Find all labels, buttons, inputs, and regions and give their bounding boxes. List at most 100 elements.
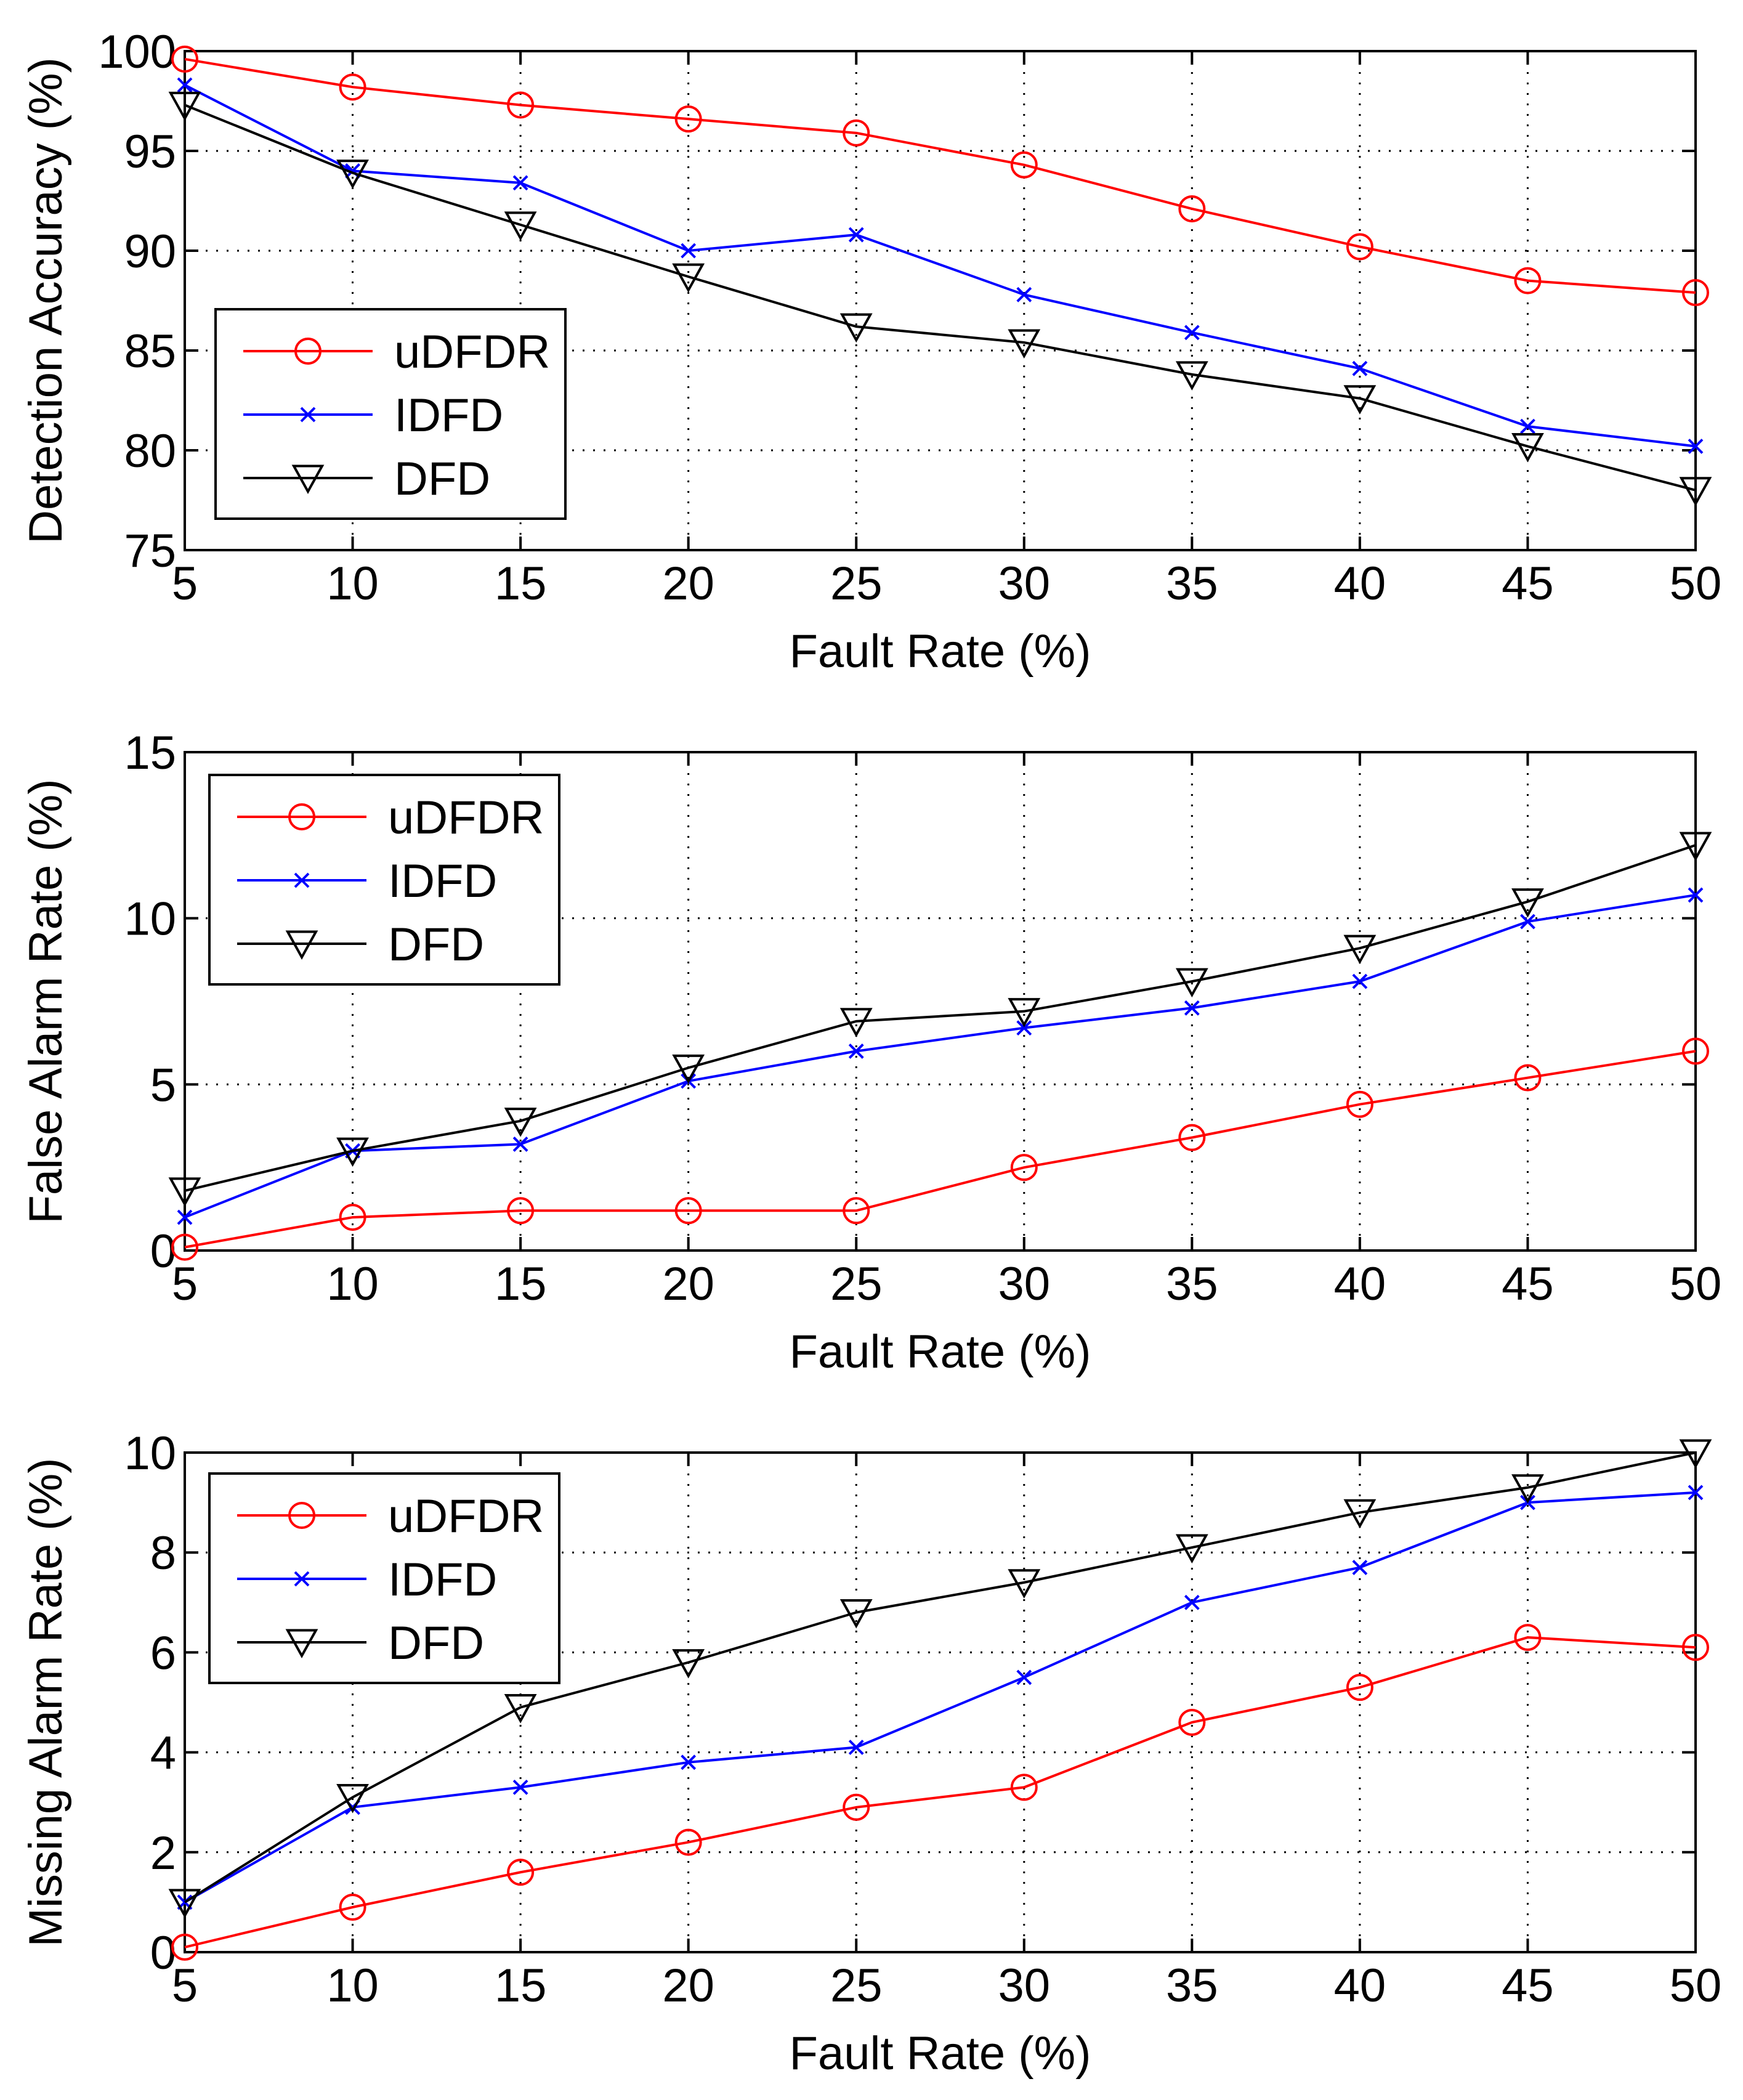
- data-point-uDFDR: [1346, 1674, 1373, 1701]
- data-point-IDFD: [848, 1740, 864, 1755]
- data-point-DFD: [1511, 888, 1544, 918]
- series-line-uDFDR: [184, 1050, 1696, 1249]
- data-point-IDFD: [512, 1779, 528, 1795]
- x-tick-label: 30: [998, 1960, 1051, 2012]
- data-point-IDFD: [1184, 1000, 1200, 1016]
- data-point-IDFD: [1184, 1594, 1200, 1610]
- y-tick-label: 75: [124, 525, 176, 577]
- data-point-DFD: [672, 1649, 705, 1679]
- data-point-DFD: [504, 1694, 537, 1724]
- y-tick-label: 6: [150, 1627, 176, 1679]
- x-tick-label: 35: [1166, 557, 1218, 610]
- data-point-uDFDR: [1682, 279, 1709, 307]
- x-tick-label: 15: [495, 1960, 547, 2012]
- data-point-uDFDR: [1514, 267, 1542, 294]
- x-tick-label: 5: [172, 1960, 198, 2012]
- data-point-IDFD: [1352, 973, 1368, 989]
- legend-marker-IDFD: [294, 872, 310, 888]
- x-axis-label: Fault Rate (%): [790, 625, 1091, 678]
- data-point-IDFD: [848, 1043, 864, 1059]
- series-DFD: [168, 91, 1712, 506]
- data-point-uDFDR: [1178, 1124, 1206, 1151]
- data-point-uDFDR: [1010, 151, 1038, 179]
- series-DFD: [168, 1439, 1712, 1918]
- x-tick-label: 35: [1166, 1258, 1218, 1310]
- data-point-DFD: [1175, 968, 1208, 998]
- legend: uDFDR IDFD DFD: [214, 308, 567, 520]
- legend: uDFDR IDFD DFD: [208, 774, 560, 986]
- legend-label: DFD: [394, 453, 490, 505]
- x-tick-label: 25: [830, 557, 883, 610]
- chart-panel-3: 5 10 15 20 25 30 35 40 45 50 0 2 4 6 8 10 Fault Rate (%)…: [20, 1427, 1721, 2080]
- series-uDFDR: [171, 45, 1709, 307]
- data-point-IDFD: [512, 1136, 528, 1152]
- y-tick-label: 8: [150, 1527, 176, 1579]
- data-point-DFD: [1175, 1534, 1208, 1564]
- x-tick-label: 45: [1502, 1258, 1554, 1310]
- data-point-DFD: [1679, 1439, 1712, 1469]
- legend-marker-uDFDR: [288, 1502, 315, 1529]
- x-tick-label: 15: [495, 1258, 547, 1310]
- legend: uDFDR IDFD DFD: [208, 1472, 560, 1684]
- data-point-DFD: [1343, 934, 1377, 965]
- x-tick-label: 45: [1502, 1960, 1554, 2012]
- data-point-IDFD: [1352, 1560, 1368, 1575]
- y-axis-label: Detection Accuracy (%): [20, 57, 72, 544]
- legend-marker-DFD: [285, 930, 318, 960]
- legend-marker-DFD: [285, 1629, 318, 1658]
- x-tick-label: 5: [172, 1258, 198, 1310]
- plot-frame: [184, 751, 1697, 1252]
- legend-label: IDFD: [394, 389, 503, 442]
- x-axis-label: Fault Rate (%): [790, 2027, 1091, 2080]
- legend-marker-uDFDR: [294, 338, 322, 365]
- data-point-DFD: [1343, 1499, 1377, 1529]
- x-tick-label: 30: [998, 557, 1051, 610]
- data-point-uDFDR: [843, 119, 870, 147]
- data-point-DFD: [336, 1137, 369, 1167]
- data-point-IDFD: [177, 77, 193, 93]
- data-point-uDFDR: [1346, 1090, 1373, 1118]
- x-tick-label: 35: [1166, 1960, 1218, 2012]
- x-tick-label: 40: [1334, 557, 1386, 610]
- series-line-DFD: [184, 844, 1696, 1192]
- data-point-IDFD: [512, 175, 528, 191]
- y-tick-label: 0: [150, 1225, 176, 1278]
- y-tick-label: 15: [124, 727, 176, 779]
- x-tick-label: 25: [830, 1960, 883, 2012]
- data-point-DFD: [1679, 832, 1712, 861]
- series-line-IDFD: [184, 893, 1696, 1218]
- data-point-uDFDR: [843, 1197, 870, 1225]
- data-point-DFD: [1008, 998, 1041, 1028]
- legend-label: uDFDR: [394, 326, 550, 378]
- y-tick-label: 0: [150, 1927, 176, 1979]
- data-point-DFD: [1343, 385, 1377, 415]
- data-point-IDFD: [1688, 1485, 1704, 1501]
- data-point-uDFDR: [1178, 1708, 1206, 1736]
- x-tick-label: 20: [662, 1258, 714, 1310]
- plot-frame: [184, 50, 1697, 551]
- legend-marker-uDFDR: [288, 803, 315, 830]
- data-point-uDFDR: [339, 73, 366, 101]
- data-point-DFD: [168, 1177, 201, 1207]
- legend-label: uDFDR: [388, 792, 544, 844]
- series-uDFDR: [171, 1037, 1709, 1261]
- series-line-DFD: [184, 103, 1696, 492]
- data-point-uDFDR: [507, 91, 535, 119]
- data-point-uDFDR: [339, 1204, 366, 1231]
- data-point-uDFDR: [1514, 1064, 1542, 1092]
- x-tick-label: 50: [1670, 1960, 1722, 2012]
- data-point-DFD: [839, 313, 873, 343]
- y-tick-label: 95: [124, 126, 176, 178]
- data-point-IDFD: [1352, 360, 1368, 376]
- x-tick-label: 40: [1334, 1960, 1386, 2012]
- data-point-uDFDR: [171, 1233, 198, 1261]
- series-line-IDFD: [184, 1491, 1696, 1903]
- x-tick-label: 20: [662, 557, 714, 610]
- legend-label: DFD: [388, 1617, 484, 1669]
- y-tick-label: 85: [124, 325, 176, 378]
- data-point-DFD: [504, 211, 537, 241]
- data-point-DFD: [168, 1889, 201, 1918]
- x-tick-label: 10: [326, 1960, 379, 2012]
